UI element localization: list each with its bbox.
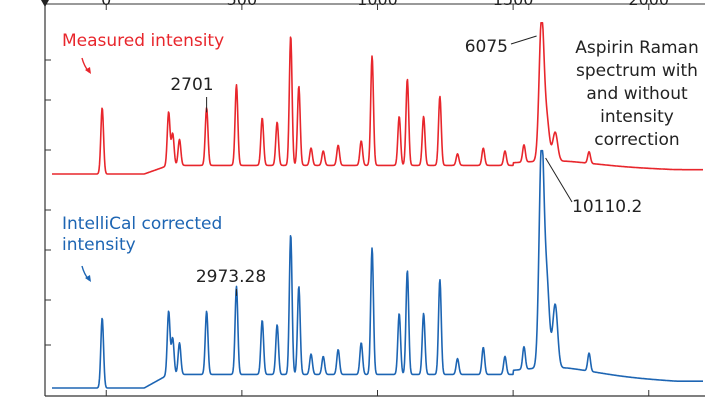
series-measured: 2701 6075 Measured intensity	[51, 22, 704, 175]
peak-label: 2701	[170, 75, 213, 95]
x-tick-label: 0	[101, 0, 111, 9]
peak-label: 6075	[465, 37, 508, 57]
annotation-layer: Aspirin Raman spectrum with and without int…	[575, 38, 699, 150]
y-axis-arrow-icon	[41, 0, 49, 7]
series-line	[51, 149, 704, 389]
series-layer: 2701 6075 Measured intensity 2973.28 10110.2…	[51, 22, 704, 389]
chart-annotation-line: intensity	[600, 107, 674, 127]
x-tick-label: 1000	[357, 0, 398, 9]
peak-leader-line	[545, 157, 573, 203]
x-tick-label: 1500	[493, 0, 534, 9]
peak-leader-line	[510, 35, 537, 45]
chart-annotation-line: spectrum with	[576, 61, 698, 81]
peak-label: 10110.2	[572, 197, 642, 217]
chart-annotation-line: correction	[594, 130, 679, 150]
chart-annotation-line: and without	[586, 84, 688, 104]
axes: 0 500 1000 1500 2000	[41, 0, 705, 397]
series-line	[51, 22, 704, 175]
x-tick-label: 500	[227, 0, 258, 9]
chart-annotation-line: Aspirin Raman	[575, 38, 699, 58]
series-name-label: intensity	[62, 235, 136, 255]
x-tick-label: 2000	[628, 0, 669, 9]
series-arrowhead-icon	[85, 67, 91, 74]
series-arrowhead-icon	[85, 275, 91, 282]
series-corrected: 2973.28 10110.2 IntelliCal correctedintens…	[51, 149, 704, 389]
series-name-label: Measured intensity	[62, 31, 224, 51]
peak-label: 2973.28	[196, 267, 266, 287]
series-name-label: IntelliCal corrected	[62, 214, 222, 234]
